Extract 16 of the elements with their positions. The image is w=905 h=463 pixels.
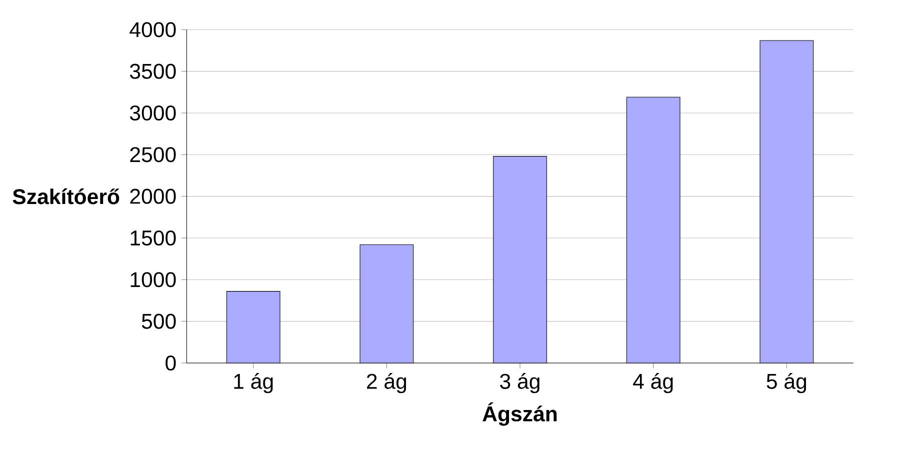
x-tick-label: 4 ág — [633, 373, 673, 394]
y-tick-label: 1500 — [130, 230, 176, 246]
x-tick-label: 5 ág — [766, 373, 806, 394]
x-tick-label: 2 ág — [366, 373, 406, 394]
x-axis-title: Ágszán — [482, 402, 557, 426]
y-axis-title: Szakítóerő — [12, 188, 120, 204]
y-tick-label: 3000 — [130, 105, 176, 121]
y-tick-label: 2000 — [130, 188, 176, 204]
x-tick-label: 1 ág — [234, 373, 273, 394]
y-tick-label: 500 — [142, 314, 176, 329]
y-tick-label: 1000 — [130, 272, 176, 288]
x-tick-label: 3 ág — [500, 373, 540, 394]
y-tick-label: 0 — [166, 355, 176, 371]
y-tick-label: 3500 — [130, 64, 176, 79]
y-tick-label: 2500 — [130, 147, 176, 162]
y-tick-label: 4000 — [130, 22, 176, 38]
